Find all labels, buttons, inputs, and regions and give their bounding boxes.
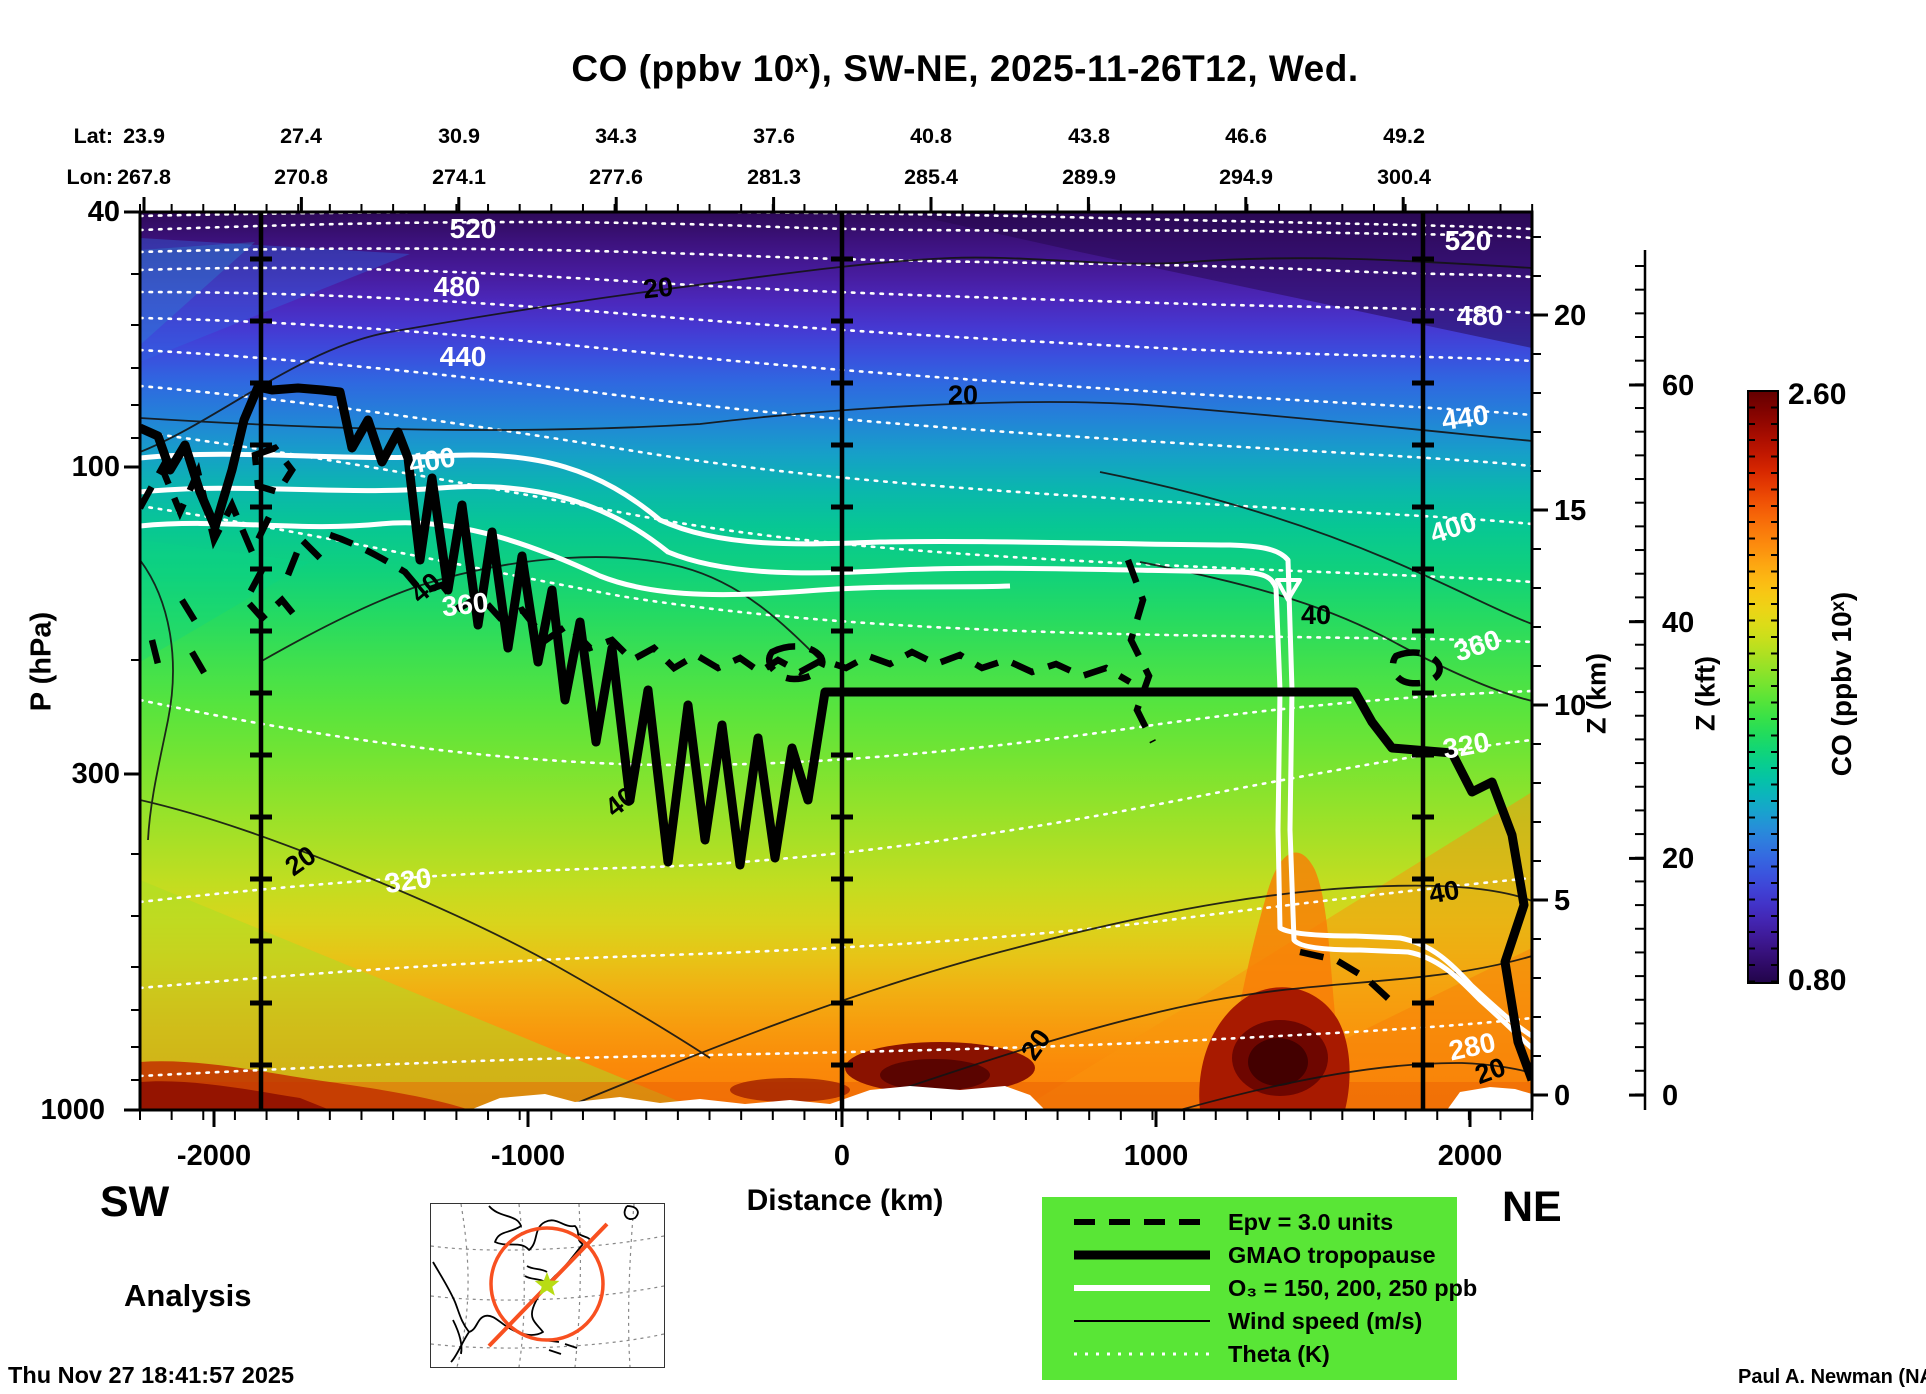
- zkm-tick: 20: [1554, 300, 1587, 332]
- legend-item-wind: Wind speed (m/s): [1072, 1308, 1422, 1334]
- ozone-contours: [140, 451, 1532, 1050]
- colorbar-label: CO (ppbv 10ˣ): [1826, 591, 1857, 777]
- legend: Epv = 3.0 units GMAO tropopause O₃ = 150…: [1042, 1197, 1477, 1380]
- legend-item-tropopause: GMAO tropopause: [1072, 1242, 1436, 1268]
- colorbar-ticks-left: [1749, 392, 1755, 982]
- timestamp: Thu Nov 27 18:41:57 2025: [8, 1362, 295, 1388]
- co-color-field: [140, 212, 1532, 1110]
- tropopause-line: [140, 382, 1532, 1082]
- svg-text:40: 40: [1301, 600, 1331, 630]
- zkm-axis-label: Z (km): [1581, 653, 1612, 734]
- range-circle: [489, 1226, 605, 1342]
- lon-value: 281.3: [747, 165, 801, 189]
- lon-value: 274.1: [432, 165, 486, 189]
- legend-label: Wind speed (m/s): [1228, 1307, 1423, 1334]
- lon-value: 300.4: [1377, 165, 1431, 189]
- svg-text:20: 20: [642, 272, 675, 305]
- x-tick: -1000: [490, 1140, 566, 1172]
- p-tick: 300: [71, 758, 120, 790]
- lon-value: 277.6: [589, 165, 643, 189]
- zkm-tick: 5: [1554, 885, 1571, 917]
- colorbar: [1747, 390, 1779, 984]
- lat-value: 27.4: [280, 124, 322, 148]
- legend-item-ozone: O₃ = 150, 200, 250 ppb: [1072, 1275, 1477, 1301]
- lon-value: 270.8: [274, 165, 328, 189]
- p-tick: 40: [87, 196, 120, 228]
- axis-ticks: [124, 197, 1548, 1127]
- lat-value: 37.6: [753, 124, 795, 148]
- zkft-tick: 60: [1662, 370, 1695, 402]
- legend-item-epv: Epv = 3.0 units: [1072, 1209, 1393, 1235]
- transect-overlay: [487, 1222, 609, 1348]
- svg-text:440: 440: [440, 341, 487, 372]
- lat-row-label: Lat:: [73, 124, 113, 148]
- x-tick: 1000: [1123, 1140, 1189, 1172]
- legend-label: Theta (K): [1228, 1340, 1330, 1367]
- colorbar-ticks-right: [1771, 392, 1777, 982]
- legend-label: Epv = 3.0 units: [1228, 1208, 1394, 1235]
- lon-value: 285.4: [904, 165, 958, 189]
- legend-item-theta: Theta (K): [1072, 1341, 1330, 1367]
- svg-text:40: 40: [1427, 875, 1462, 910]
- map-inset: [430, 1203, 665, 1368]
- lon-value: 294.9: [1219, 165, 1273, 189]
- svg-text:480: 480: [434, 271, 481, 302]
- lat-value: 49.2: [1383, 124, 1425, 148]
- theta-contours: [140, 212, 1532, 1078]
- p-axis-label: P (hPa): [25, 611, 58, 712]
- analysis-label: Analysis: [124, 1278, 252, 1313]
- theta-contour-labels: 520 480 440 400 360 320 520 480 440 400 …: [383, 213, 1504, 1067]
- zkm-tick: 15: [1554, 495, 1587, 527]
- lon-row-label: Lon:: [66, 165, 113, 189]
- thin-line-sample: [1074, 1320, 1210, 1322]
- credit: Paul A. Newman (NASA: [1738, 1366, 1926, 1388]
- zkm-tick: 10: [1554, 690, 1587, 722]
- corner-label-ne: NE: [1502, 1183, 1562, 1231]
- lat-value: 23.9: [123, 124, 165, 148]
- zkft-axis: [1629, 250, 1647, 1110]
- p-tick: 1000: [40, 1094, 105, 1126]
- center-star: [534, 1272, 560, 1296]
- zkft-axis-label: Z (kft): [1690, 656, 1721, 731]
- zkft-tick: 20: [1662, 843, 1695, 875]
- dotted-line-sample: [1074, 1352, 1210, 1356]
- corner-label-sw: SW: [100, 1178, 170, 1226]
- graticule: [430, 1203, 665, 1368]
- plot-title: CO (ppbv 10ˣ), SW-NE, 2025-11-26T12, Wed…: [571, 48, 1359, 89]
- svg-text:520: 520: [1445, 225, 1492, 256]
- map-inset-svg: [430, 1203, 665, 1368]
- lat-value: 43.8: [1068, 124, 1110, 148]
- x-tick: -2000: [176, 1140, 252, 1172]
- zkft-tick: 40: [1662, 607, 1695, 639]
- svg-text:20: 20: [948, 380, 978, 410]
- dashed-line-sample: [1074, 1219, 1210, 1225]
- svg-text:360: 360: [440, 587, 490, 623]
- colorbar-min: 0.80: [1788, 964, 1847, 997]
- lon-value: 289.9: [1062, 165, 1116, 189]
- svg-text:440: 440: [1440, 399, 1491, 436]
- svg-text:480: 480: [1457, 300, 1504, 331]
- x-tick: 2000: [1437, 1140, 1503, 1172]
- x-axis-label: Distance (km): [746, 1184, 944, 1217]
- lon-value: 267.8: [117, 165, 171, 189]
- lat-value: 46.6: [1225, 124, 1267, 148]
- x-tick: 0: [833, 1140, 851, 1172]
- lat-value: 34.3: [595, 124, 637, 148]
- white-line-sample: [1074, 1285, 1210, 1291]
- lat-value: 30.9: [438, 124, 480, 148]
- terrain-mask: [470, 1086, 1532, 1110]
- legend-label: O₃ = 150, 200, 250 ppb: [1228, 1274, 1478, 1301]
- colorbar-max: 2.60: [1788, 378, 1847, 411]
- reference-lines: [250, 212, 1434, 1110]
- zkm-tick: 0: [1554, 1080, 1571, 1112]
- svg-text:320: 320: [383, 862, 434, 899]
- p-tick: 100: [71, 451, 120, 483]
- zkft-tick: 0: [1662, 1080, 1679, 1112]
- lat-value: 40.8: [910, 124, 952, 148]
- thick-line-sample: [1074, 1250, 1210, 1260]
- legend-label: GMAO tropopause: [1228, 1241, 1436, 1268]
- svg-text:520: 520: [450, 213, 497, 244]
